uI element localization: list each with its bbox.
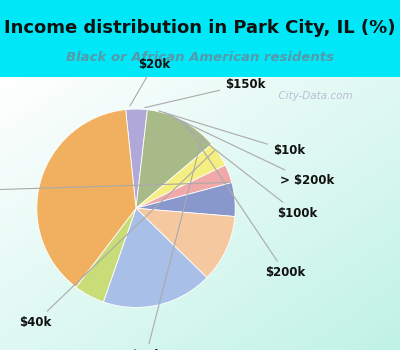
Wedge shape: [103, 208, 207, 307]
Wedge shape: [136, 144, 225, 208]
Wedge shape: [136, 110, 212, 208]
Wedge shape: [37, 110, 136, 287]
Wedge shape: [136, 165, 232, 208]
Text: $10k: $10k: [159, 111, 305, 157]
Text: Black or African American residents: Black or African American residents: [66, 51, 334, 64]
Text: $30k: $30k: [130, 136, 202, 350]
Text: City-Data.com: City-Data.com: [272, 91, 353, 101]
Wedge shape: [76, 208, 136, 302]
Text: > $200k: > $200k: [164, 113, 334, 187]
Wedge shape: [126, 109, 148, 208]
Text: $200k: $200k: [184, 122, 305, 279]
Wedge shape: [136, 208, 235, 278]
Text: $20k: $20k: [130, 58, 170, 106]
Text: $50k: $50k: [0, 182, 230, 197]
Text: $150k: $150k: [145, 78, 266, 107]
Text: $100k: $100k: [171, 116, 317, 220]
Text: $40k: $40k: [20, 150, 214, 329]
Text: Income distribution in Park City, IL (%): Income distribution in Park City, IL (%): [4, 19, 396, 37]
Wedge shape: [136, 183, 235, 217]
